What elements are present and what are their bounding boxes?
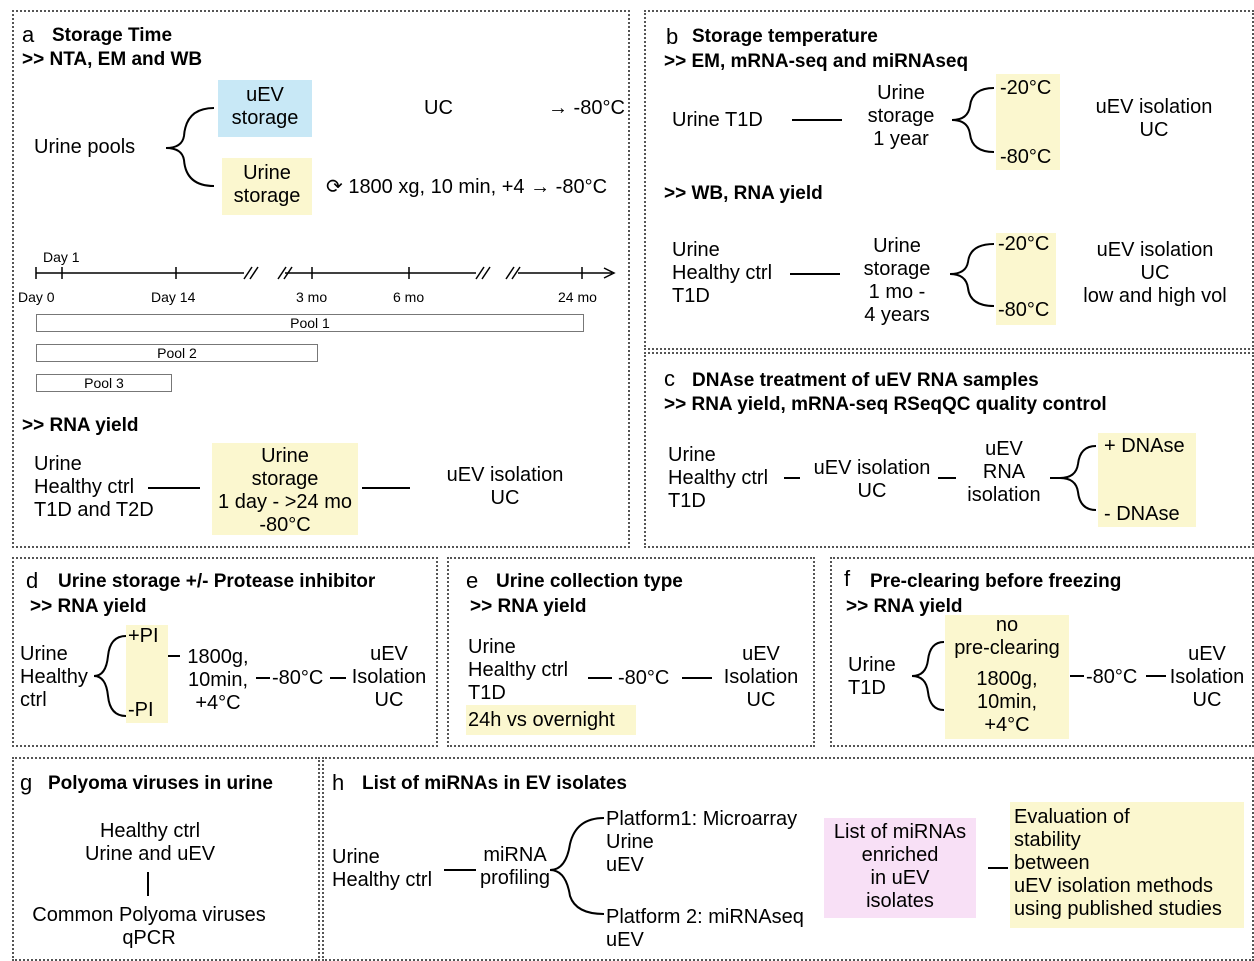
panel-b-subtitle-2: >> WB, RNA yield xyxy=(664,183,823,204)
preclear-freeze-label: ⟳ 1800 xg, 10 min, +4 → -80°C xyxy=(326,176,608,198)
panel-b-letter: b xyxy=(666,24,679,49)
a-rna-source: Urine Healthy ctrl T1D and T2D xyxy=(34,453,154,521)
panel-d-title: Urine storage +/- Protease inhibitor xyxy=(58,571,376,592)
h-platform-2: Platform 2: miRNAseq uEV xyxy=(606,906,804,951)
freeze-label-1: → -80°C xyxy=(548,97,625,119)
h-source: Urine Healthy ctrl xyxy=(332,846,433,891)
tick-day0: Day 0 xyxy=(18,289,55,305)
c-source: Urine Healthy ctrl T1D xyxy=(668,444,769,512)
panel-e-subtitle: >> RNA yield xyxy=(470,596,587,617)
b-temp-lo-2: -80°C xyxy=(998,299,1050,321)
f-no-preclearing: no pre-clearing xyxy=(954,614,1060,659)
panel-e-letter: e xyxy=(466,568,479,593)
tick-day14: Day 14 xyxy=(151,289,196,305)
e-temp: -80°C xyxy=(618,667,670,689)
a-rna-isolation: uEV isolation UC xyxy=(446,464,564,509)
panel-b xyxy=(644,10,1254,350)
panel-f-letter: f xyxy=(844,566,851,591)
f-source: Urine T1D xyxy=(848,654,896,699)
tick-24mo: 24 mo xyxy=(558,289,597,305)
b-isolation-1: uEV isolation UC xyxy=(1095,96,1213,141)
panel-c-letter: c xyxy=(664,366,675,391)
panel-f-title: Pre-clearing before freezing xyxy=(870,571,1122,592)
d-spin: 1800g, 10min, +4°C xyxy=(187,646,249,714)
h-list-box xyxy=(824,818,976,918)
rna-storage-box xyxy=(212,443,358,535)
panel-a-subtitle: >> NTA, EM and WB xyxy=(22,49,203,70)
panel-g-title: Polyoma viruses in urine xyxy=(48,773,273,794)
panel-a xyxy=(12,10,630,548)
a-rna-storage: Urine storage 1 day - >24 mo -80°C xyxy=(218,445,352,536)
c-rna-isolation: uEV RNA isolation xyxy=(967,438,1041,506)
panel-b-subtitle: >> EM, mRNA-seq and miRNAseq xyxy=(664,51,969,72)
e-source: Urine Healthy ctrl T1D xyxy=(468,636,569,704)
panel-e-title: Urine collection type xyxy=(496,571,683,592)
uev-storage-box xyxy=(218,80,312,137)
panel-h-title: List of miRNAs in EV isolates xyxy=(362,773,627,794)
e-collection-type: 24h vs overnight xyxy=(468,709,615,731)
panel-e xyxy=(447,557,815,747)
c-plus-dnase: + DNAse xyxy=(1104,435,1185,457)
g-target: Common Polyoma viruses qPCR xyxy=(32,904,266,949)
h-platform-1: Platform1: Microarray Urine uEV xyxy=(606,808,798,876)
urine-storage-box xyxy=(222,158,312,215)
f-clear-box xyxy=(945,615,1069,739)
tick-3mo: 3 mo xyxy=(296,289,328,305)
h-evaluation: Evaluation of stability between uEV isol… xyxy=(1014,806,1222,920)
tick-day1: Day 1 xyxy=(43,249,80,265)
f-temp: -80°C xyxy=(1086,666,1138,688)
b-storage-2: Urine storage 1 mo - 4 years xyxy=(863,235,931,326)
urine-pools-label: Urine pools xyxy=(34,136,136,158)
b-temp-hi-2: -20°C xyxy=(998,233,1050,255)
pool-1-bar: Pool 1 xyxy=(36,314,584,332)
urine-storage-label: Urine storage xyxy=(233,162,301,207)
d-minus-pi: -PI xyxy=(128,699,154,721)
h-profiling: miRNA profiling xyxy=(479,844,551,889)
pool-3-bar: Pool 3 xyxy=(36,374,172,392)
b-storage-1: Urine storage 1 year xyxy=(867,82,935,150)
panel-f xyxy=(830,557,1254,747)
panel-h-letter: h xyxy=(332,770,345,795)
panel-h xyxy=(322,757,1254,961)
f-spin: 1800g, 10min, +4°C xyxy=(976,668,1038,736)
h-mirna-list: List of miRNAs enriched in uEV isolates xyxy=(833,821,967,912)
b-isolation-2: uEV isolation UC low and high vol xyxy=(1083,239,1227,307)
d-plus-pi: +PI xyxy=(128,625,159,647)
pool-2-bar: Pool 2 xyxy=(36,344,318,362)
e-isolation: uEV Isolation UC xyxy=(723,643,799,711)
panel-g-letter: g xyxy=(20,770,33,795)
c-minus-dnase: - DNAse xyxy=(1104,503,1180,525)
h-eval-box xyxy=(1010,802,1244,928)
b-source-2: Urine Healthy ctrl T1D xyxy=(672,239,773,307)
d-temp: -80°C xyxy=(272,667,324,689)
b-temp-lo-1: -80°C xyxy=(1000,146,1052,168)
tick-6mo: 6 mo xyxy=(393,289,425,305)
panel-f-subtitle: >> RNA yield xyxy=(846,596,963,617)
panel-g xyxy=(12,757,320,961)
d-pi-box xyxy=(126,625,168,723)
b-temp-box-2 xyxy=(996,233,1056,325)
panel-c-subtitle: >> RNA yield, mRNA-seq RSeqQC quality co… xyxy=(664,394,1107,415)
uc-label: UC xyxy=(424,97,453,119)
panel-d xyxy=(12,557,438,747)
f-isolation: uEV Isolation UC xyxy=(1169,643,1245,711)
d-source: Urine Healthy ctrl xyxy=(20,643,88,711)
panel-a-title: Storage Time xyxy=(52,25,173,46)
panel-c xyxy=(644,352,1254,548)
b-temp-hi-1: -20°C xyxy=(1000,77,1052,99)
panel-c-title: DNAse treatment of uEV RNA samples xyxy=(692,370,1039,391)
c-isolation: uEV isolation UC xyxy=(813,457,931,502)
panel-a-letter: a xyxy=(22,22,35,47)
rna-yield-heading: >> RNA yield xyxy=(22,415,139,436)
b-temp-box-1 xyxy=(996,74,1060,170)
b-source-1: Urine T1D xyxy=(672,109,763,131)
panel-d-letter: d xyxy=(26,568,39,593)
d-isolation: uEV Isolation UC xyxy=(351,643,427,711)
uev-storage-label: uEV storage xyxy=(231,84,299,129)
e-collect-box xyxy=(466,705,636,735)
panel-b-title: Storage temperature xyxy=(692,26,878,47)
panel-d-subtitle: >> RNA yield xyxy=(30,596,147,617)
g-source: Healthy ctrl Urine and uEV xyxy=(84,820,216,865)
c-dnase-box xyxy=(1098,433,1196,527)
